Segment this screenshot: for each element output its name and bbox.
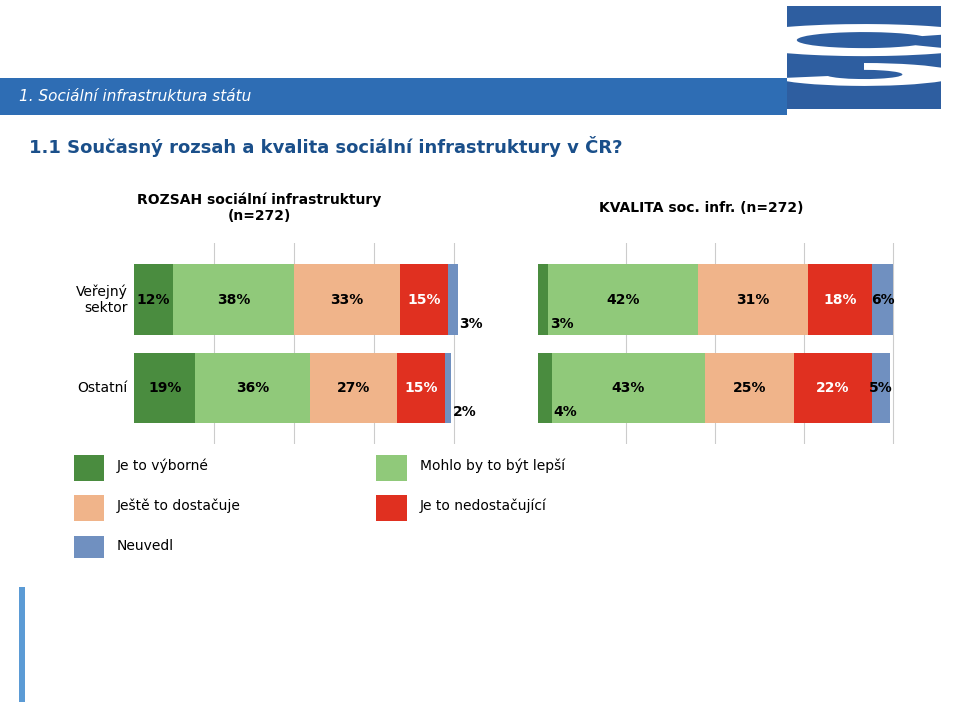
Bar — [310, 353, 396, 423]
Bar — [134, 353, 195, 423]
Bar — [74, 495, 105, 521]
Bar — [134, 264, 173, 334]
Bar — [74, 455, 105, 480]
FancyBboxPatch shape — [787, 6, 941, 109]
Text: 31%: 31% — [736, 293, 769, 306]
Bar — [872, 353, 890, 423]
Text: 6%: 6% — [871, 293, 895, 306]
Bar — [396, 353, 444, 423]
Text: 19%: 19% — [148, 381, 181, 395]
Text: 4%: 4% — [554, 405, 577, 419]
Text: 27%: 27% — [337, 381, 371, 395]
Bar — [74, 536, 105, 561]
Text: 3%: 3% — [459, 316, 483, 331]
Text: Neuvedl: Neuvedl — [117, 539, 175, 553]
Text: 12%: 12% — [137, 293, 170, 306]
Bar — [538, 353, 552, 423]
Text: Výzkum mínění odborné veřejnosti: Výzkum mínění odborné veřejnosti — [19, 16, 617, 47]
Text: Ostatní: Ostatní — [78, 381, 128, 395]
Text: 1.1 Současný rozsah a kvalita sociální infrastruktury v ČR?: 1.1 Současný rozsah a kvalita sociální i… — [29, 136, 622, 158]
Bar — [295, 264, 400, 334]
Text: Ještě to dostačuje: Ještě to dostačuje — [117, 498, 241, 513]
Text: 18%: 18% — [823, 293, 856, 306]
Text: 15%: 15% — [404, 381, 438, 395]
Text: 33%: 33% — [330, 293, 364, 306]
Bar — [173, 264, 295, 334]
Bar — [794, 353, 872, 423]
Wedge shape — [774, 63, 960, 86]
Text: 42%: 42% — [606, 293, 639, 306]
Wedge shape — [730, 24, 960, 56]
Text: 43%: 43% — [612, 381, 645, 395]
Bar — [195, 353, 310, 423]
Text: 2%: 2% — [453, 405, 476, 419]
Text: 38%: 38% — [217, 293, 251, 306]
Text: 36%: 36% — [236, 381, 270, 395]
Bar — [698, 264, 807, 334]
Bar — [705, 353, 794, 423]
Text: 5%: 5% — [869, 381, 893, 395]
Text: - více než 2/3 je spokojena s rozsahem sociální infrastruktury: - více než 2/3 je spokojena s rozsahem s… — [38, 615, 507, 631]
Text: ROZSAH sociální infrastruktury
(n=272): ROZSAH sociální infrastruktury (n=272) — [137, 193, 381, 223]
Bar — [376, 455, 407, 480]
Text: Je to nedostačující: Je to nedostačující — [420, 498, 546, 513]
Bar — [552, 353, 705, 423]
Text: Je to výborné: Je to výborné — [117, 458, 209, 473]
Text: -: - — [38, 663, 49, 677]
Bar — [448, 264, 458, 334]
Text: 3%: 3% — [550, 316, 574, 331]
Bar — [444, 353, 451, 423]
Text: 1. Sociální infrastruktura státu: 1. Sociální infrastruktura státu — [19, 89, 252, 104]
Text: Veřejný
sektor: Veřejný sektor — [76, 284, 128, 315]
Text: 25%: 25% — [732, 381, 766, 395]
FancyBboxPatch shape — [0, 78, 787, 115]
Bar — [872, 264, 893, 334]
Bar — [400, 264, 448, 334]
Bar — [548, 264, 698, 334]
Text: 22%: 22% — [816, 381, 850, 395]
Bar — [807, 264, 872, 334]
Text: 15%: 15% — [407, 293, 441, 306]
Text: Mohlo by to být lepší: Mohlo by to být lepší — [420, 458, 564, 473]
Text: - 20% se domnívá, že kvalita je nedostačující: - 20% se domnívá, že kvalita je nedostač… — [38, 662, 384, 678]
Bar — [376, 495, 407, 521]
Bar — [538, 264, 548, 334]
Bar — [19, 587, 25, 702]
Text: KVALITA soc. infr. (n=272): KVALITA soc. infr. (n=272) — [598, 200, 804, 215]
